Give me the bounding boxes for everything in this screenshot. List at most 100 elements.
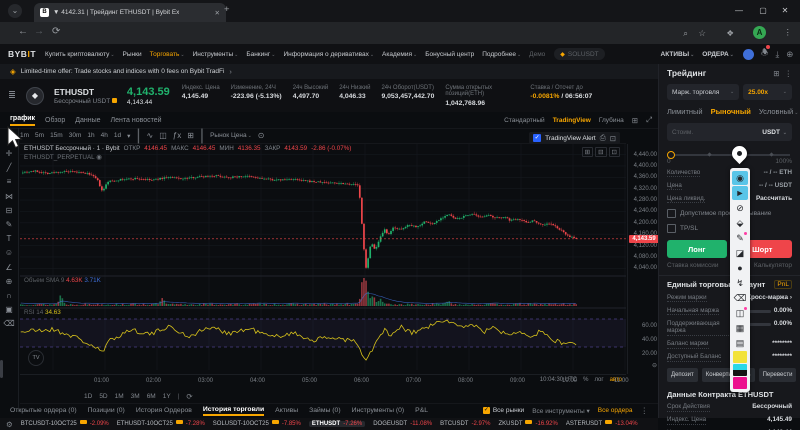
amount-input[interactable]: Стоим. USDT ⌄ bbox=[667, 123, 792, 141]
time-axis[interactable]: 10:04:30 UTC % лог авто 01:00 02:00 03:00 0… bbox=[20, 374, 629, 388]
range-6M[interactable]: 6M bbox=[146, 392, 156, 400]
emoji-tool-icon[interactable]: ☺ bbox=[4, 248, 14, 258]
trash-icon[interactable]: ⌫ bbox=[733, 292, 747, 303]
tape-item[interactable]: ASTERUSDT -13.04% bbox=[566, 419, 638, 427]
pattern-tool-icon[interactable]: ⋈ bbox=[5, 191, 13, 201]
all-markets-checkbox[interactable]: ✓ Все рынки bbox=[482, 407, 525, 414]
nav-item-рынки[interactable]: Рынки bbox=[122, 50, 142, 58]
markets-hamburger-icon[interactable]: ≣ bbox=[8, 90, 16, 101]
nav-item-купить-криптовалюту[interactable]: Купить криптовалюту⌄ bbox=[45, 50, 115, 58]
tape-item[interactable]: ETHUSDT -7.26% bbox=[308, 421, 366, 427]
bybit-logo[interactable]: BYBIT bbox=[8, 49, 37, 59]
wallet-button-депозит[interactable]: Депозит bbox=[667, 367, 698, 382]
range-3M[interactable]: 3M bbox=[130, 392, 140, 400]
window-maximize-button[interactable]: ▢ bbox=[759, 6, 767, 15]
order-tab-лимитный[interactable]: Лимитный bbox=[667, 107, 703, 116]
position-tool-icon[interactable]: ⊟ bbox=[5, 205, 13, 215]
long-button[interactable]: Лонг bbox=[667, 240, 727, 258]
swatch-yellow[interactable] bbox=[733, 351, 747, 363]
nav-item-бонусный-центр[interactable]: Бонусный центр bbox=[425, 50, 475, 58]
range-1D[interactable]: 1D bbox=[84, 392, 93, 400]
timeframe-1m[interactable]: 1m bbox=[20, 132, 30, 139]
profile-avatar[interactable]: A bbox=[753, 26, 766, 39]
tape-item[interactable]: BTCUSDT -2.97% bbox=[440, 421, 490, 427]
fibonacci-tool-icon[interactable]: ≡ bbox=[6, 177, 12, 187]
price-axis[interactable]: 4,440.00 4,400.00 4,360.00 4,320.00 4,280.00… bbox=[627, 144, 659, 374]
bottom-tab-инструменты-0-[interactable]: Инструменты (0) bbox=[351, 407, 405, 414]
candlestick-chart[interactable] bbox=[19, 144, 626, 374]
timeframe-30m[interactable]: 30m bbox=[68, 132, 82, 139]
axis-settings-icon[interactable]: ⊖ bbox=[651, 363, 657, 369]
tab-Данные[interactable]: Данные bbox=[75, 116, 101, 124]
margin-mode-dropdown[interactable]: Марж. торговля ⌄ bbox=[667, 84, 740, 100]
fullscreen-icon[interactable]: ⤢ bbox=[646, 115, 652, 124]
tab-Лента новостей[interactable]: Лента новостей bbox=[110, 116, 162, 124]
nav-item-инструменты[interactable]: Инструменты⌄ bbox=[192, 50, 239, 58]
layout-c-button[interactable]: ⊡ bbox=[608, 147, 620, 157]
clipboard-icon[interactable]: ▤ bbox=[735, 337, 745, 348]
order-price-dropdown[interactable]: Рынок Цена⌄ bbox=[210, 132, 252, 139]
camera-icon[interactable]: ⎙ bbox=[599, 133, 606, 142]
swatch-magenta[interactable] bbox=[733, 377, 747, 389]
indicators-icon[interactable]: ƒx bbox=[172, 131, 182, 140]
zoom-tool-icon[interactable]: ⊕ bbox=[5, 276, 13, 286]
layout-a-button[interactable]: ⊞ bbox=[581, 147, 594, 157]
checkbox[interactable] bbox=[667, 224, 676, 233]
swatch-cyan-black[interactable] bbox=[733, 364, 747, 376]
fee-rate-link[interactable]: Ставка комиссии bbox=[667, 262, 719, 269]
toolbar-scrollbar[interactable] bbox=[0, 360, 3, 378]
promo-banner[interactable]: ◈ Limited-time offer: Trade stocks and i… bbox=[0, 64, 800, 79]
download-icon[interactable]: ⤓ bbox=[775, 48, 780, 59]
layout-b-button[interactable]: ⊟ bbox=[595, 147, 607, 157]
timeframe-4h[interactable]: 4h bbox=[100, 132, 108, 139]
nav-item-академия[interactable]: Академия⌄ bbox=[382, 50, 418, 58]
lock-tool-icon[interactable]: ▣ bbox=[5, 305, 13, 315]
nav-item-информация-о-деривативах[interactable]: Информация о деривативах⌄ bbox=[283, 50, 375, 58]
tape-item[interactable]: DOGEUSDT -11.08% bbox=[373, 421, 432, 427]
new-tab-button[interactable]: + bbox=[224, 4, 230, 15]
back-button[interactable]: ← bbox=[18, 26, 28, 37]
shape-icon[interactable]: ⊘ bbox=[736, 202, 744, 213]
pencil-icon[interactable]: ✎ bbox=[732, 231, 748, 245]
nav-item-торговать[interactable]: Торговать⌄ bbox=[149, 50, 185, 58]
dot-icon[interactable]: ● bbox=[737, 263, 743, 273]
nav-item-ордера[interactable]: ОРДЕРА⌄ bbox=[702, 50, 734, 58]
extensions-icon[interactable]: ❖ bbox=[726, 28, 734, 38]
tape-item[interactable]: SOLUSDT-10OCT25 -7.85% bbox=[213, 419, 301, 427]
cube-icon[interactable]: ◫ bbox=[732, 306, 748, 320]
range-5D[interactable]: 5D bbox=[99, 392, 108, 400]
utc-clock[interactable]: 10:04:30 UTC bbox=[539, 377, 578, 383]
timeframe-more-caret[interactable]: ▾ bbox=[127, 132, 131, 140]
nav-item-активы[interactable]: АКТИВЫ⌄ bbox=[660, 50, 695, 58]
bottom-tab-история-торговли[interactable]: История торговли bbox=[202, 406, 265, 416]
window-minimize-button[interactable]: — bbox=[735, 6, 743, 15]
timeframe-5m[interactable]: 5m bbox=[35, 132, 45, 139]
tag-icon[interactable]: ⬙ bbox=[736, 217, 744, 228]
range-1Y[interactable]: 1Y bbox=[162, 392, 171, 400]
auto-scale-button[interactable]: авто bbox=[609, 377, 622, 383]
bottom-tab-позиции-0-[interactable]: Позиции (0) bbox=[87, 407, 125, 414]
language-globe-icon[interactable]: ⊕ bbox=[786, 48, 794, 59]
tape-settings-gear-icon[interactable]: ⚙ bbox=[6, 419, 13, 429]
wallet-button-перевести[interactable]: Перевести bbox=[758, 367, 797, 382]
eye-icon[interactable]: ◉ bbox=[732, 171, 748, 185]
view-mode-tradingview[interactable]: TradingView bbox=[552, 116, 591, 124]
timeframe-1d[interactable]: 1d bbox=[113, 132, 122, 139]
range-1M[interactable]: 1M bbox=[114, 392, 124, 400]
chart-plot-area[interactable]: ETHUSDT Бессрочный · 1 · Bybit ОТКР 4146.4… bbox=[19, 132, 626, 374]
chart-settings-icon[interactable]: ⊙ bbox=[257, 131, 265, 140]
eye-toggle-icon[interactable]: ◉ bbox=[96, 154, 102, 161]
nav-search[interactable]: ◆ SOLUSDT bbox=[554, 48, 605, 60]
eraser-icon[interactable]: ◪ bbox=[735, 247, 745, 258]
leverage-slider[interactable]: 0 100% bbox=[667, 150, 792, 165]
nav-item-демо[interactable]: Демо bbox=[529, 50, 546, 58]
tab-search-icon[interactable]: ⌄ bbox=[8, 4, 22, 18]
bookmark-star-icon[interactable]: ☆ bbox=[698, 28, 706, 38]
more-options-icon[interactable]: ⋮ bbox=[640, 406, 649, 415]
bottom-tab-p-l[interactable]: P&L bbox=[415, 407, 429, 414]
grid-view-icon[interactable]: ⊞ bbox=[631, 115, 638, 125]
view-mode-стандартный[interactable]: Стандартный bbox=[504, 116, 545, 124]
search-icon[interactable]: ⌕ bbox=[683, 28, 688, 38]
tape-item[interactable]: ZKUSDT -16.92% bbox=[498, 419, 558, 427]
tab-Обзор[interactable]: Обзор bbox=[45, 116, 66, 124]
